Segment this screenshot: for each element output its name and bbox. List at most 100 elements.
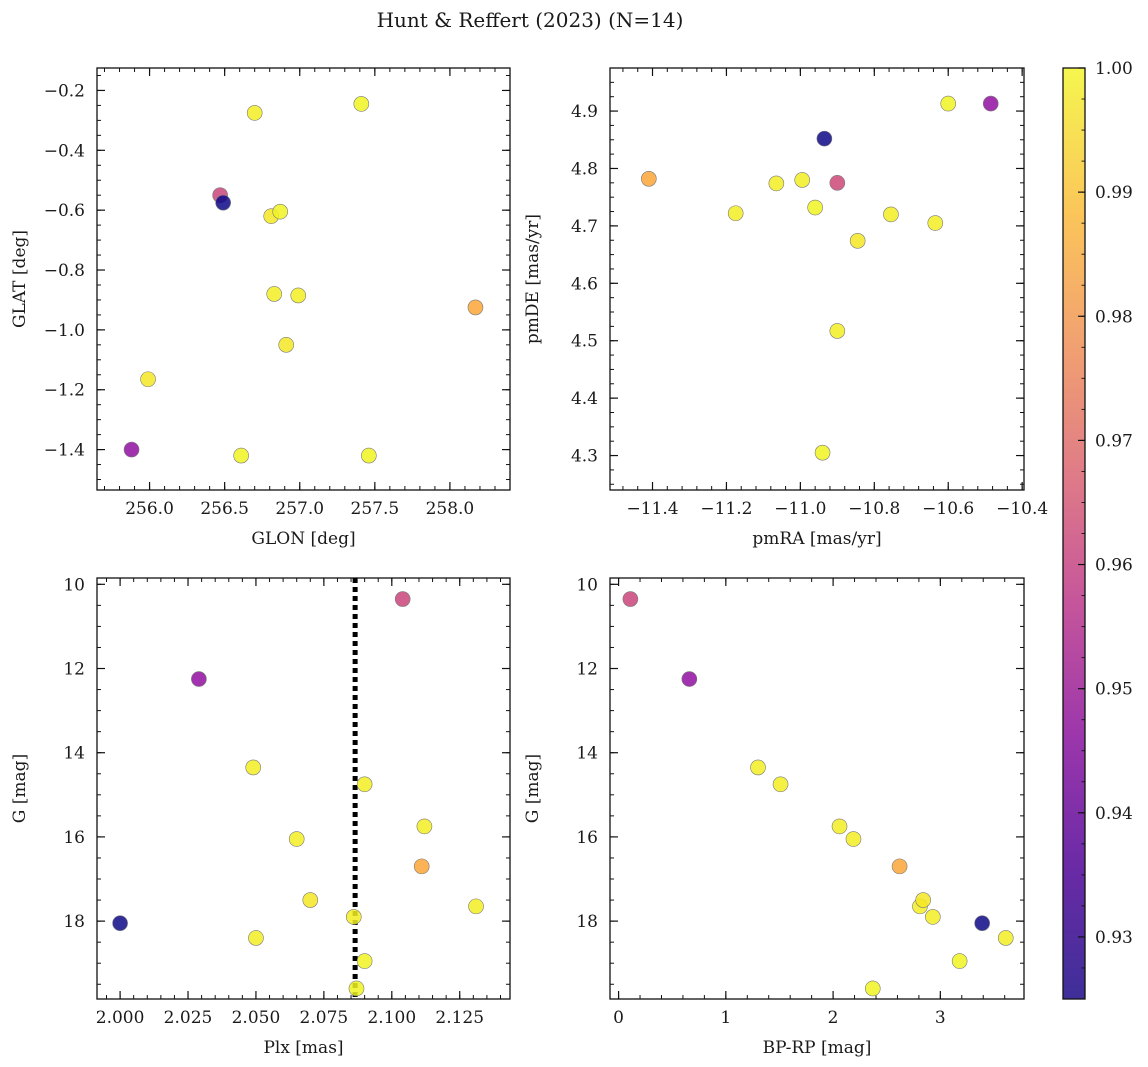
panel-glon-glat: 256.0 256.5 257.0 257.5 258.0 −1.4 −1.2 −1.0 −0.… xyxy=(10,67,511,549)
y-tick-label: 18 xyxy=(576,912,598,932)
y-tick-label: −0.2 xyxy=(44,81,85,101)
x-tick-label: 258.0 xyxy=(426,499,475,519)
x-tick-label: 2.125 xyxy=(435,1008,484,1028)
scatter-point xyxy=(845,831,862,847)
x-tick-label: 257.5 xyxy=(351,499,400,519)
x-tick-label: −10.4 xyxy=(996,499,1048,519)
y-tick-label: 4.6 xyxy=(571,274,598,294)
scatter-point xyxy=(829,323,846,339)
x-axis-label: Plx [mas] xyxy=(263,1038,343,1058)
colorbar-tick-label: 0.97 xyxy=(1095,431,1133,451)
y-axis-label: GLAT [deg] xyxy=(10,230,30,328)
y-tick-label: −1.4 xyxy=(44,441,85,461)
axes-frame xyxy=(609,577,1025,1000)
x-tick-label: −11.0 xyxy=(774,499,826,519)
scatter-point xyxy=(191,671,207,687)
y-tick-label: 12 xyxy=(63,660,85,680)
axes-frame xyxy=(609,67,1025,491)
scatter-point xyxy=(849,233,866,249)
x-tick-label: 257.0 xyxy=(275,499,324,519)
x-tick-label: 2.000 xyxy=(96,1008,145,1028)
colorbar-tick-label: 0.95 xyxy=(1095,680,1133,700)
y-axis-label: G [mag] xyxy=(10,754,30,823)
scatter-point xyxy=(290,287,307,304)
scatter-point xyxy=(356,776,373,793)
y-tick-label: 18 xyxy=(63,912,85,932)
scatter-point xyxy=(394,591,411,607)
y-tick-label: −1.2 xyxy=(44,381,85,401)
scatter-point xyxy=(248,930,264,946)
colorbar-tick-label: 0.94 xyxy=(1095,804,1133,824)
colorbar-tick-label: 1.00 xyxy=(1095,59,1133,79)
scatter-point xyxy=(288,831,305,847)
x-tick-label: −10.8 xyxy=(848,499,900,519)
y-tick-label: 14 xyxy=(63,744,85,764)
scatter-point xyxy=(467,299,484,316)
scatter-point xyxy=(215,194,231,211)
panel-pmra-pmde: −11.4 −11.2 −11.0 −10.8 −10.6 −10.4 4.3 4.4 4.5 4… xyxy=(523,67,1048,549)
scatter-point xyxy=(112,915,128,932)
x-tick-label: 2.075 xyxy=(300,1008,349,1028)
colorbar: 0.93 0.94 0.95 0.96 0.97 0.98 0.99 1.00 xyxy=(1062,59,1133,1000)
y-tick-label: −0.8 xyxy=(44,261,85,281)
y-tick-label: 12 xyxy=(576,660,598,680)
x-axis-label: BP-RP [mag] xyxy=(763,1038,872,1058)
scatter-point xyxy=(927,215,944,231)
x-axis-label: GLON [deg] xyxy=(251,529,355,549)
y-tick-label: 4.5 xyxy=(571,332,598,352)
x-tick-label: −11.4 xyxy=(626,499,678,519)
scatter-point xyxy=(997,930,1014,946)
x-tick-label: 2 xyxy=(828,1008,839,1028)
scatter-point xyxy=(750,759,766,776)
y-tick-label: −0.4 xyxy=(44,141,85,161)
scatter-point xyxy=(246,105,263,121)
y-tick-label: 4.3 xyxy=(571,447,598,467)
scatter-point xyxy=(413,858,430,875)
scatter-point xyxy=(772,776,789,793)
scatter-point xyxy=(302,892,319,908)
x-tick-label: −11.2 xyxy=(700,499,752,519)
x-tick-label: 1 xyxy=(720,1008,731,1028)
x-tick-label: 2.050 xyxy=(232,1008,281,1028)
scatter-point xyxy=(272,203,289,220)
x-tick-label: 2.025 xyxy=(164,1008,213,1028)
y-tick-label: 4.9 xyxy=(571,102,598,122)
scatter-point xyxy=(816,130,833,147)
y-axis-label: G [mag] xyxy=(523,754,543,823)
x-tick-label: −10.6 xyxy=(922,499,974,519)
panel-plx-g: 2.000 2.025 2.050 2.075 2.100 2.125 10 12 14 16 18… xyxy=(10,575,511,1058)
scatter-point xyxy=(814,444,831,461)
x-tick-label: 2.100 xyxy=(367,1008,416,1028)
scatter-point xyxy=(641,171,657,187)
scatter-point xyxy=(940,95,957,112)
scatter-point xyxy=(416,818,433,835)
scatter-point xyxy=(468,898,484,915)
colorbar-tick-label: 0.98 xyxy=(1095,307,1133,327)
figure-title: Hunt & Reffert (2023) (N=14) xyxy=(377,8,684,32)
scatter-point xyxy=(345,909,362,925)
x-axis-label: pmRA [mas/yr] xyxy=(752,529,881,549)
y-tick-label: 4.4 xyxy=(571,389,598,409)
x-tick-label: 256.0 xyxy=(125,499,174,519)
x-tick-label: 256.5 xyxy=(200,499,249,519)
scatter-point xyxy=(233,447,249,464)
y-tick-label: 10 xyxy=(576,575,598,595)
scatter-point xyxy=(807,199,823,216)
scatter-point xyxy=(864,980,881,997)
scatter-point xyxy=(829,175,846,191)
axes-frame xyxy=(96,67,511,491)
scatter-point xyxy=(951,953,968,969)
scatter-point xyxy=(245,759,262,776)
scatter-point xyxy=(974,915,990,932)
x-tick-label: 0 xyxy=(613,1008,624,1028)
colorbar-tick-label: 0.99 xyxy=(1095,183,1133,203)
scatter-point xyxy=(768,175,785,192)
x-tick-label: 3 xyxy=(935,1008,946,1028)
scatter-point xyxy=(622,591,639,607)
y-tick-label: −0.6 xyxy=(44,201,85,221)
scatter-point xyxy=(123,441,140,458)
scatter-point xyxy=(727,205,744,222)
scatter-point xyxy=(140,371,156,388)
